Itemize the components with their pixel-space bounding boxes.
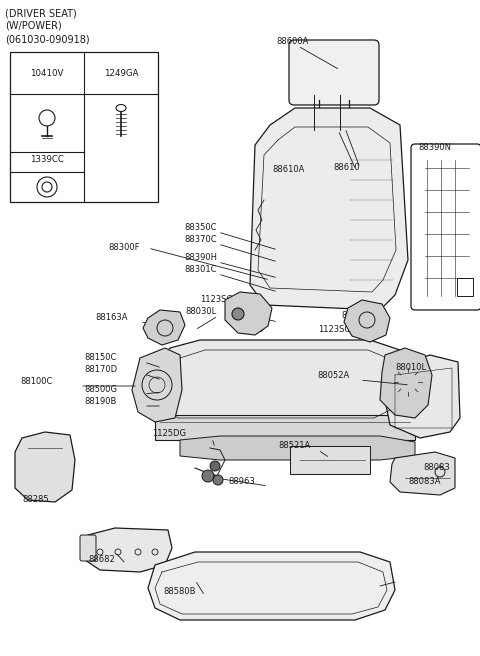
Text: 88170D: 88170D [84,365,117,375]
Text: 88610A: 88610A [272,165,304,174]
Text: 54223: 54223 [237,325,264,335]
Polygon shape [385,355,460,438]
Text: (DRIVER SEAT): (DRIVER SEAT) [5,8,77,18]
Text: 1123SC: 1123SC [318,325,350,335]
Text: 88350C: 88350C [184,224,216,232]
Polygon shape [132,348,182,422]
Text: 1125DG: 1125DG [152,430,186,438]
Text: 88190B: 88190B [84,398,116,407]
Text: 1249GA: 1249GA [104,70,138,79]
Circle shape [210,461,220,471]
Text: 10410V: 10410V [30,70,64,79]
Text: 88030L: 88030L [185,308,216,316]
Circle shape [232,308,244,320]
Text: 88163A: 88163A [95,314,128,323]
Circle shape [335,123,345,133]
Bar [457,278,473,296]
Polygon shape [82,528,172,572]
Text: 88052A: 88052A [317,371,349,380]
Circle shape [213,475,223,485]
Polygon shape [155,340,408,425]
Text: 88600A: 88600A [276,37,308,47]
FancyBboxPatch shape [411,144,480,310]
Polygon shape [148,552,395,620]
Polygon shape [180,436,415,460]
Polygon shape [225,292,272,335]
Text: 88083A: 88083A [408,478,441,487]
Text: 88301C: 88301C [184,266,216,274]
Text: 88057A: 88057A [341,312,373,321]
Bar [10,52,158,202]
Text: 88285: 88285 [22,495,48,504]
Bar [155,415,415,440]
Text: 88010L: 88010L [395,363,426,373]
Text: 88390H: 88390H [184,253,217,262]
Text: 1123SC: 1123SC [200,295,232,304]
Polygon shape [390,452,455,495]
Text: 88083: 88083 [423,464,450,472]
Text: 88963: 88963 [228,478,255,487]
Text: 88580B: 88580B [163,588,195,596]
Text: 88521A: 88521A [278,441,310,451]
Text: 88300F: 88300F [108,243,140,253]
Text: 88682: 88682 [88,556,115,565]
Polygon shape [344,300,390,342]
Text: (061030-090918): (061030-090918) [5,34,90,44]
Polygon shape [250,108,408,310]
Circle shape [202,470,214,482]
Text: 88067A: 88067A [231,314,264,323]
Polygon shape [143,310,185,345]
Text: 88100C: 88100C [20,377,52,386]
FancyBboxPatch shape [289,40,379,105]
Text: 88150C: 88150C [84,354,116,363]
Polygon shape [15,432,75,502]
Text: 88370C: 88370C [184,236,216,245]
FancyBboxPatch shape [80,535,96,561]
Text: 1339CC: 1339CC [30,155,64,165]
Bar [290,446,370,474]
Text: 88500G: 88500G [84,386,117,394]
Text: 88610: 88610 [333,163,360,173]
Polygon shape [380,348,432,418]
Text: (W/POWER): (W/POWER) [5,21,62,31]
Text: 88390N: 88390N [418,144,451,152]
